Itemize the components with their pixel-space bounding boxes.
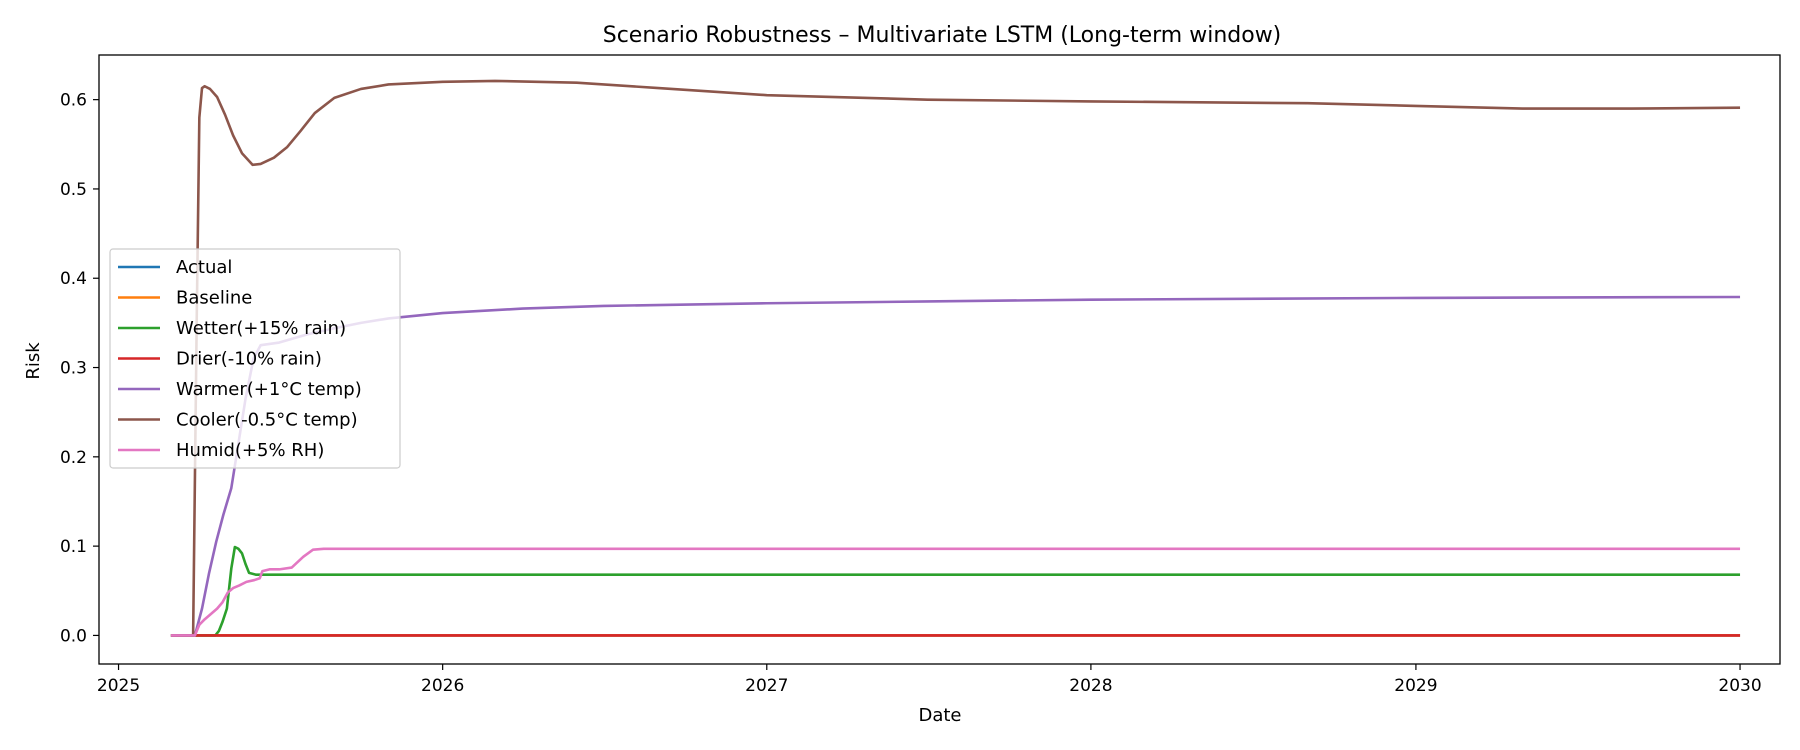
series-line-4	[170, 295, 1741, 637]
legend-label-2: Wetter(+15% rain)	[176, 318, 346, 339]
legend-label-6: Humid(+5% RH)	[176, 440, 324, 461]
legend-label-1: Baseline	[176, 288, 252, 309]
legend-label-0: Actual	[176, 257, 232, 278]
y-axis: 0.0 0.1 0.2 0.3 0.4 0.5 0.6	[60, 91, 99, 646]
legend-label-5: Cooler(-0.5°C temp)	[176, 410, 358, 431]
y-tick-label: 0.2	[60, 448, 87, 468]
legend-label-4: Warmer(+1°C temp)	[176, 379, 362, 400]
x-tick-label: 2029	[1394, 676, 1437, 696]
legend: Actual Baseline Wetter(+15% rain) Drier(-10…	[109, 248, 401, 469]
plot-area	[170, 79, 1741, 637]
x-tick-label: 2026	[421, 676, 464, 696]
series-line-2	[170, 545, 1741, 637]
y-tick-label: 0.4	[60, 269, 87, 289]
legend-label-3: Drier(-10% rain)	[176, 349, 322, 370]
y-tick-label: 0.3	[60, 359, 87, 379]
x-tick-label: 2030	[1718, 676, 1761, 696]
x-axis: 2025 2026 2027 2028 2029 2030	[97, 664, 1762, 696]
y-tick-label: 0.0	[60, 626, 87, 646]
y-tick-label: 0.5	[60, 180, 87, 200]
legend-frame	[109, 248, 401, 469]
y-axis-label: Risk	[23, 342, 44, 380]
x-tick-label: 2027	[745, 676, 788, 696]
x-axis-label: Date	[918, 705, 961, 726]
chart-title: Scenario Robustness – Multivariate LSTM …	[603, 23, 1282, 48]
x-tick-label: 2028	[1069, 676, 1112, 696]
axes-frame	[98, 54, 1781, 665]
y-tick-label: 0.6	[60, 91, 87, 111]
x-tick-label: 2025	[97, 676, 140, 696]
series-line-5	[170, 79, 1741, 637]
y-tick-label: 0.1	[60, 537, 87, 557]
series-line-6	[170, 547, 1741, 637]
